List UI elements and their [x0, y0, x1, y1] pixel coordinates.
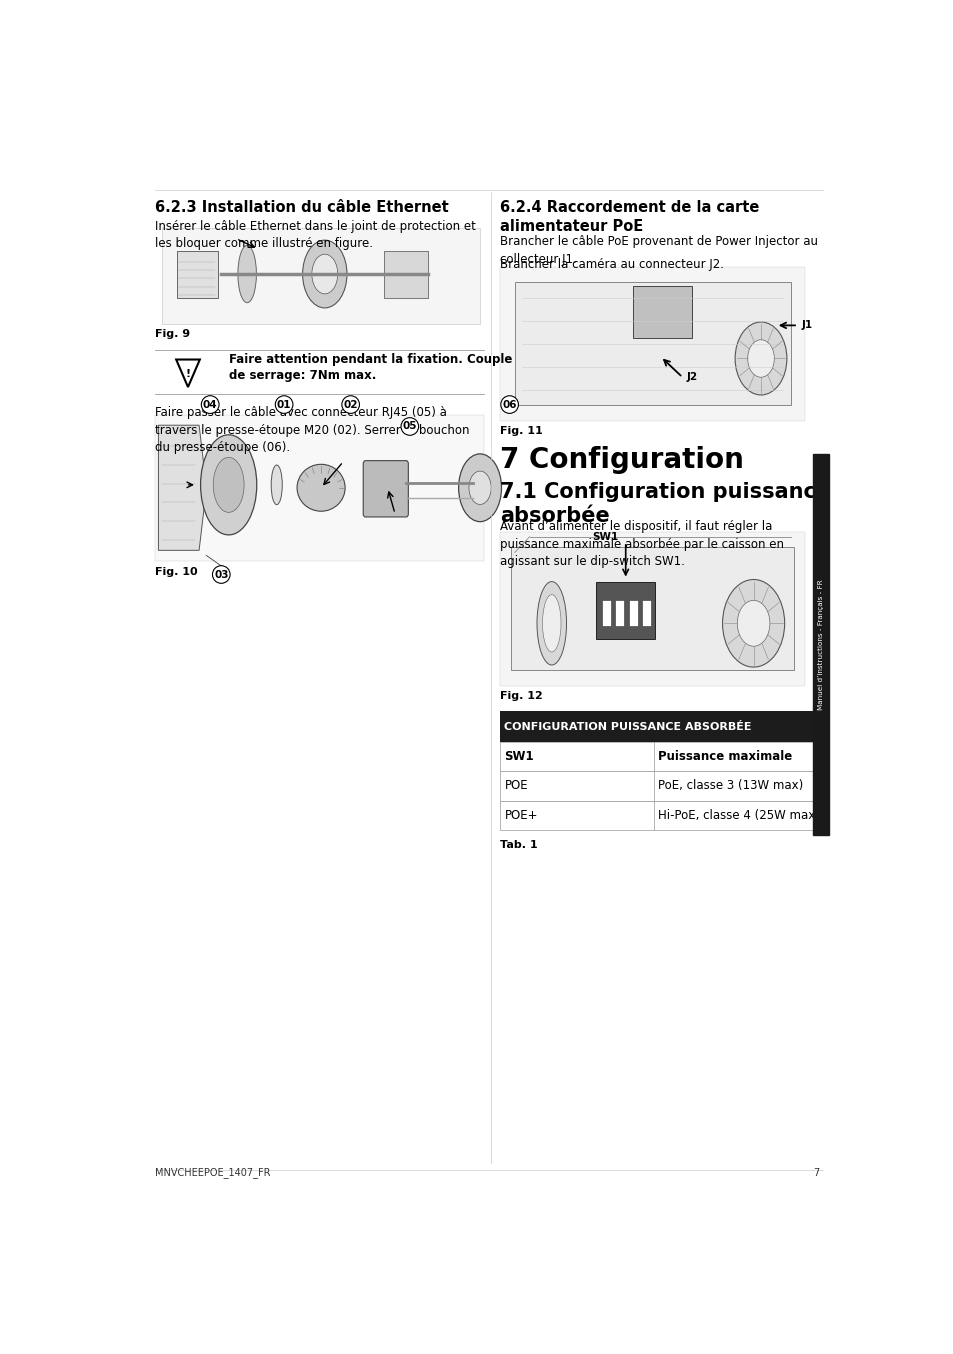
- Text: POE+: POE+: [504, 808, 537, 822]
- FancyBboxPatch shape: [363, 460, 408, 517]
- FancyBboxPatch shape: [176, 250, 217, 298]
- Text: 06: 06: [502, 399, 517, 409]
- Bar: [499, 742, 821, 772]
- Text: J1: J1: [801, 321, 812, 330]
- Text: Faire passer le câble avec connecteur RJ45 (05) à
travers le presse-étoupe M20 (: Faire passer le câble avec connecteur RJ…: [154, 406, 469, 455]
- FancyBboxPatch shape: [515, 283, 790, 405]
- Text: Avant d’alimenter le dispositif, il faut régler la
puissance maximale absorbée p: Avant d’alimenter le dispositif, il faut…: [499, 520, 783, 569]
- Text: Tab. 1: Tab. 1: [499, 839, 537, 850]
- Text: 03: 03: [213, 570, 229, 580]
- Text: CONFIGURATION PUISSANCE ABSORBÉE: CONFIGURATION PUISSANCE ABSORBÉE: [504, 722, 751, 731]
- Bar: [499, 267, 804, 421]
- Text: 6.2.3 Installation du câble Ethernet: 6.2.3 Installation du câble Ethernet: [154, 200, 448, 215]
- Ellipse shape: [542, 594, 560, 653]
- Text: SW1: SW1: [592, 532, 618, 542]
- Text: Faire attention pendant la fixation. Couple
de serrage: 7Nm max.: Faire attention pendant la fixation. Cou…: [229, 353, 512, 382]
- Bar: [499, 711, 821, 742]
- FancyBboxPatch shape: [383, 250, 428, 298]
- Ellipse shape: [200, 435, 256, 535]
- Bar: [633, 286, 692, 337]
- Ellipse shape: [302, 240, 347, 307]
- Ellipse shape: [458, 454, 501, 521]
- Circle shape: [747, 340, 774, 378]
- Text: 7 Configuration: 7 Configuration: [499, 445, 743, 474]
- Text: Hi-PoE, classe 4 (25W max): Hi-PoE, classe 4 (25W max): [658, 808, 820, 822]
- Bar: [499, 532, 804, 686]
- Text: SW1: SW1: [504, 750, 534, 764]
- Circle shape: [735, 322, 786, 395]
- Bar: [154, 414, 483, 561]
- Bar: [499, 800, 821, 830]
- Ellipse shape: [312, 255, 337, 294]
- Text: Manuel d’instructions - Français - FR: Manuel d’instructions - Français - FR: [817, 580, 823, 709]
- Text: Brancher le câble PoE provenant de Power Injector au
collecteur J1.: Brancher le câble PoE provenant de Power…: [499, 236, 817, 265]
- Text: Fig. 9: Fig. 9: [154, 329, 190, 340]
- Text: 6.2.4 Raccordement de la carte
alimentateur PoE: 6.2.4 Raccordement de la carte alimentat…: [499, 200, 759, 234]
- Text: Brancher la caméra au connecteur J2.: Brancher la caméra au connecteur J2.: [499, 259, 723, 271]
- Text: Fig. 11: Fig. 11: [499, 427, 542, 436]
- Text: 04: 04: [203, 399, 217, 409]
- Text: 01: 01: [276, 399, 291, 409]
- Text: Puissance maximale: Puissance maximale: [658, 750, 792, 764]
- Text: 05: 05: [402, 421, 416, 432]
- Bar: [641, 600, 650, 627]
- Ellipse shape: [469, 471, 491, 505]
- Bar: [812, 455, 828, 835]
- Circle shape: [721, 580, 783, 668]
- Ellipse shape: [537, 582, 566, 665]
- Text: POE: POE: [504, 780, 528, 792]
- Text: !: !: [185, 370, 191, 379]
- Text: 7.1 Configuration puissance
absorbée: 7.1 Configuration puissance absorbée: [499, 482, 829, 525]
- Circle shape: [737, 600, 769, 646]
- Text: J2: J2: [686, 372, 697, 382]
- FancyBboxPatch shape: [511, 547, 794, 670]
- Bar: [499, 772, 821, 800]
- Text: Fig. 12: Fig. 12: [499, 691, 542, 701]
- Text: 7: 7: [812, 1169, 819, 1178]
- Text: PoE, classe 3 (13W max): PoE, classe 3 (13W max): [658, 780, 802, 792]
- Bar: [601, 600, 610, 627]
- Ellipse shape: [296, 464, 345, 512]
- Text: Fig. 10: Fig. 10: [154, 567, 197, 577]
- Ellipse shape: [237, 245, 256, 303]
- Ellipse shape: [213, 458, 244, 512]
- Bar: [628, 600, 637, 627]
- Text: 02: 02: [343, 399, 357, 409]
- Polygon shape: [158, 425, 206, 550]
- Ellipse shape: [271, 464, 282, 505]
- Bar: [615, 600, 623, 627]
- Text: Insérer le câble Ethernet dans le joint de protection et
les bloquer comme illus: Insérer le câble Ethernet dans le joint …: [154, 219, 476, 250]
- Bar: [596, 582, 655, 639]
- Text: MNVCHEEPOE_1407_FR: MNVCHEEPOE_1407_FR: [154, 1167, 270, 1178]
- Bar: [162, 229, 479, 324]
